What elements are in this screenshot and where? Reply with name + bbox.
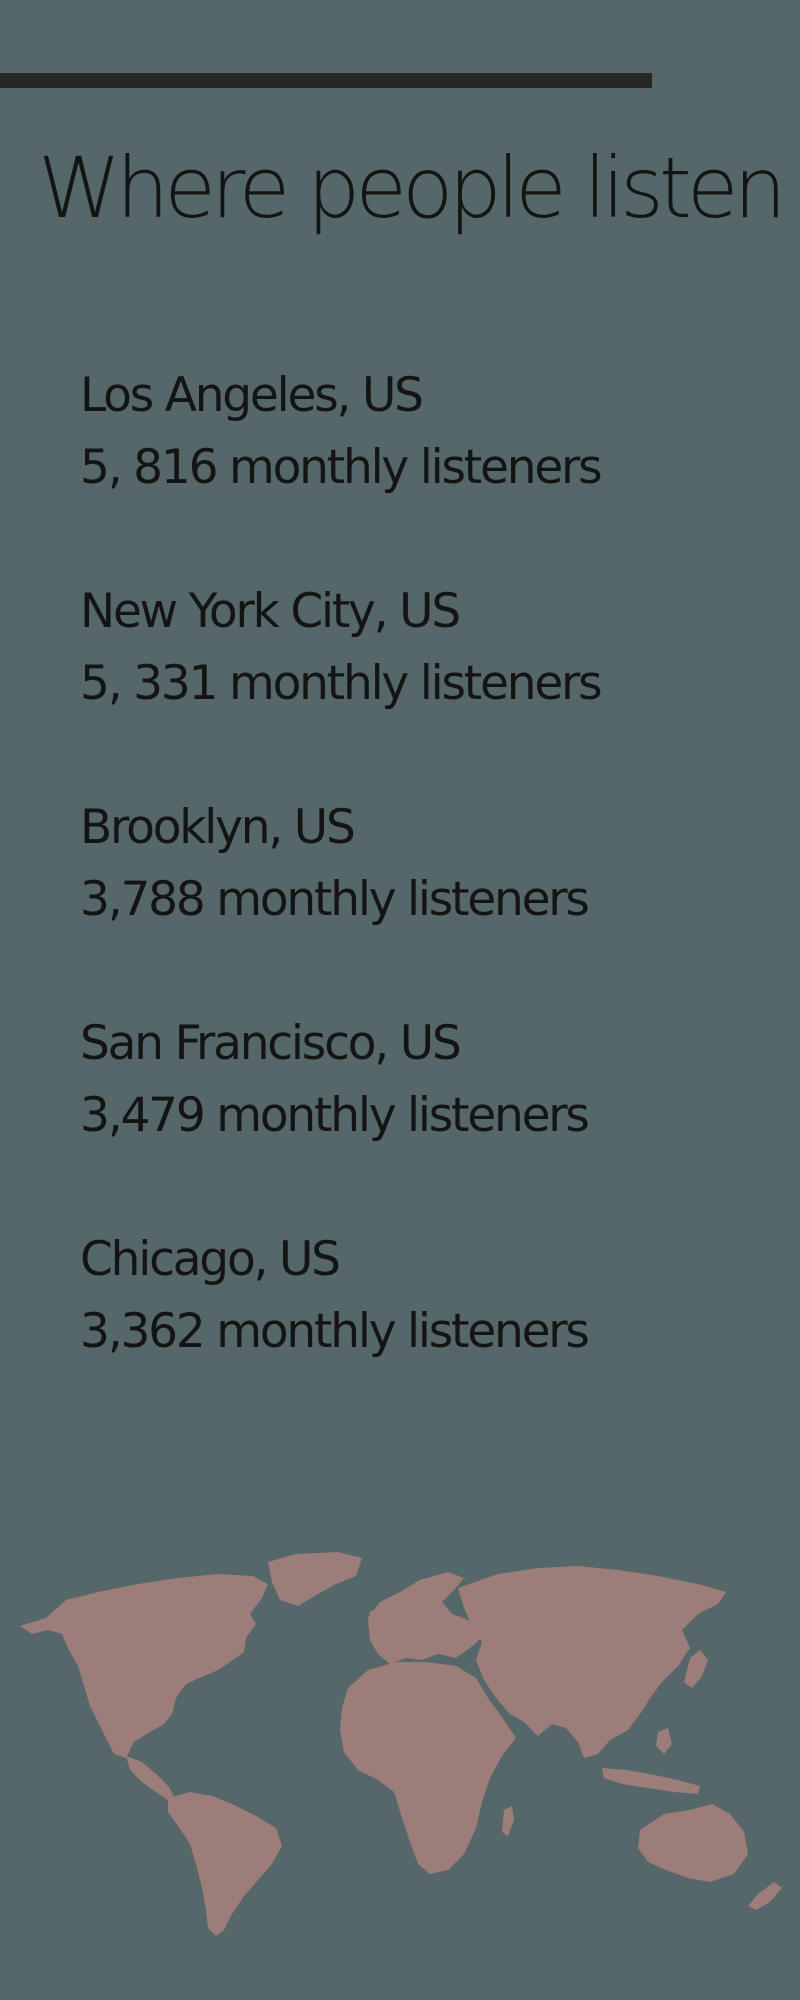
asia-shape (458, 1566, 726, 1758)
monthly-listeners-count: 5, 816 monthly listeners (80, 440, 603, 495)
madagascar-shape (502, 1806, 514, 1836)
city-name: Brooklyn, US (80, 800, 356, 855)
monthly-listeners-count: 3,479 monthly listeners (80, 1088, 590, 1143)
greenland-shape (268, 1552, 362, 1606)
new-zealand-shape (748, 1882, 782, 1910)
africa-shape (340, 1662, 516, 1874)
city-name: New York City, US (80, 584, 461, 639)
list-item: Los Angeles, US 5, 816 monthly listeners (80, 360, 603, 576)
central-america-shape (126, 1756, 174, 1800)
header-accent-bar (0, 73, 652, 88)
city-name: Chicago, US (80, 1232, 341, 1287)
monthly-listeners-count: 3,788 monthly listeners (80, 872, 590, 927)
north-america-shape (20, 1574, 268, 1758)
list-item: New York City, US 5, 331 monthly listene… (80, 576, 603, 792)
city-list: Los Angeles, US 5, 816 monthly listeners… (80, 360, 603, 1440)
europe-shape (368, 1572, 484, 1664)
uk-shape (368, 1606, 384, 1632)
list-item: Chicago, US 3,362 monthly listeners (80, 1224, 600, 1440)
list-item: Brooklyn, US 3,788 monthly listeners (80, 792, 600, 1008)
monthly-listeners-count: 3,362 monthly listeners (80, 1304, 590, 1359)
list-item: San Francisco, US 3,479 monthly listener… (80, 1008, 600, 1224)
australia-shape (638, 1804, 748, 1882)
city-name: Los Angeles, US (80, 368, 424, 423)
south-america-shape (168, 1792, 282, 1936)
world-map-icon (20, 1552, 782, 1936)
philippines-shape (656, 1728, 672, 1754)
indonesia-shape (602, 1768, 700, 1794)
monthly-listeners-count: 5, 331 monthly listeners (80, 656, 603, 711)
page-title: Where people listen (38, 139, 787, 237)
japan-shape (684, 1650, 708, 1688)
city-name: San Francisco, US (80, 1016, 462, 1071)
